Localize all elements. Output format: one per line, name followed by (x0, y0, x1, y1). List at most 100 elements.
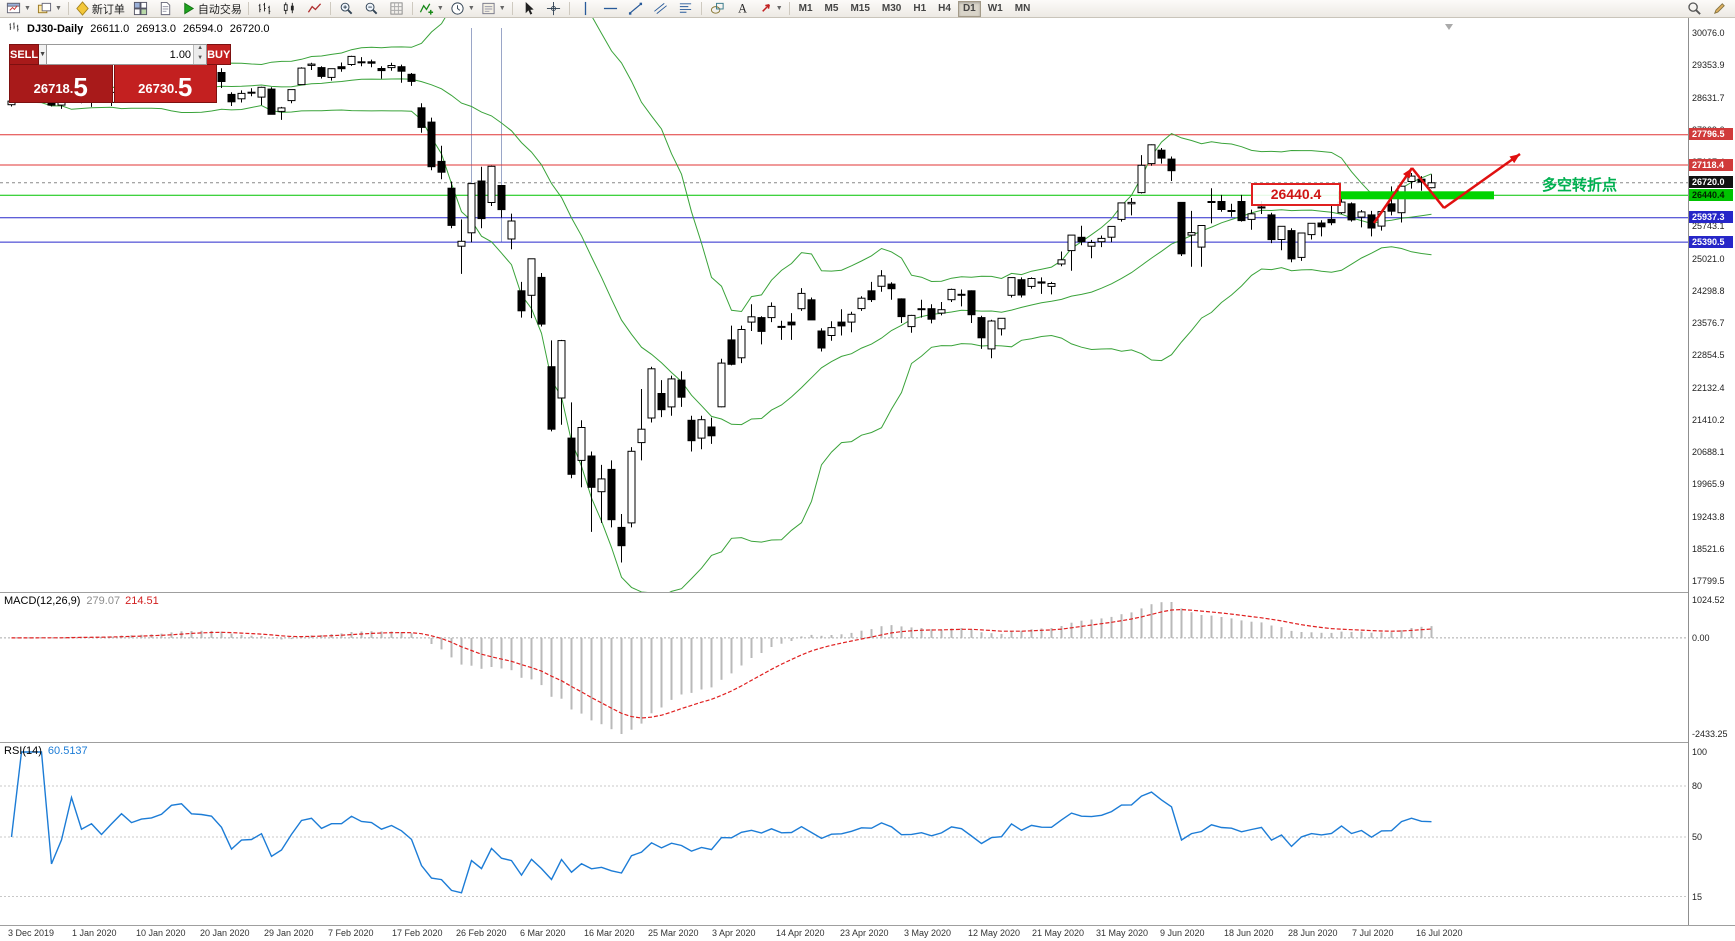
zoom-out-icon[interactable] (359, 0, 384, 18)
turning-point-label: 多空转折点 (1542, 177, 1618, 194)
date-label: 25 Mar 2020 (648, 928, 699, 938)
price-axis-label: 22132.4 (1692, 382, 1725, 393)
volume-dropdown[interactable]: ▼ (39, 44, 48, 65)
channel-icon[interactable] (648, 0, 673, 18)
rsi-indicator-label: RSI(14) 60.5137 (4, 745, 88, 757)
volume-spinner[interactable]: ▲ ▼ (193, 45, 207, 64)
rsi-axis-label: 100 (1692, 747, 1708, 757)
cursor-icon[interactable] (516, 0, 541, 18)
navigator-icon[interactable] (153, 0, 178, 18)
line-chart-icon[interactable] (302, 0, 327, 18)
fibonacci-icon[interactable] (673, 0, 698, 18)
vertical-line-icon[interactable] (573, 0, 598, 18)
grid-icon[interactable] (384, 0, 409, 18)
timeframe-M1[interactable]: M1 (798, 2, 813, 14)
date-label: 3 May 2020 (904, 928, 952, 938)
market-watch-icon[interactable] (128, 0, 153, 18)
price-axis-label: 28631.7 (1692, 92, 1725, 103)
crosshair-icon[interactable] (541, 0, 566, 18)
templates-icon[interactable]: ▼ (478, 0, 509, 18)
price-level-tag: 27118.4 (1689, 158, 1733, 171)
price-axis-label: 25743.1 (1692, 221, 1725, 232)
one-click-trade-panel: SELL ▼ ▲▼ BUY 26718.5 26730.5 (9, 44, 232, 103)
trendline-icon[interactable] (623, 0, 648, 18)
main-chart[interactable] (0, 18, 1688, 592)
buy-price: 26730. (138, 81, 178, 96)
buy-button[interactable]: BUY (207, 44, 232, 65)
toolbar-separator (67, 2, 69, 15)
rsi-axis-label: 15 (1692, 891, 1703, 902)
date-label: 23 Apr 2020 (840, 928, 889, 938)
periods-icon[interactable]: ▼ (447, 0, 478, 18)
zoom-in-icon[interactable] (334, 0, 359, 18)
panel-separator (0, 925, 1735, 926)
new-chart-icon[interactable]: ▼ (3, 0, 34, 18)
timeframe-H4[interactable]: H4 (938, 2, 951, 14)
macd-panel[interactable] (0, 592, 1688, 742)
price-level-tag: 26720.0 (1689, 176, 1733, 189)
price-level-tag: 27796.5 (1689, 128, 1733, 141)
date-label: 28 Jun 2020 (1288, 928, 1338, 938)
macd-signal-line (11, 608, 1432, 719)
date-label: 17 Feb 2020 (392, 928, 443, 938)
price-axis-label: 19243.8 (1692, 511, 1725, 522)
shapes-icon[interactable] (705, 0, 730, 18)
buy-price-button[interactable]: 26730. 5 (113, 65, 217, 103)
sell-button[interactable]: SELL (9, 44, 40, 65)
search-icon[interactable] (1682, 0, 1707, 18)
price-level-tag: 26440.4 (1689, 188, 1733, 201)
quick-edit-icon[interactable] (1707, 0, 1732, 18)
symbol-name: DJ30-Daily (27, 22, 84, 35)
bollinger-lower (11, 100, 1432, 592)
bar-chart-icon[interactable] (252, 0, 277, 18)
price-axis-label: 25021.0 (1692, 253, 1725, 264)
price-axis-label: 29353.9 (1692, 60, 1725, 71)
new-order-button[interactable]: 新订单 (72, 0, 128, 18)
symbol-icon (8, 21, 20, 36)
timeframe-D1[interactable]: D1 (957, 0, 981, 17)
price-axis-label: 17799.5 (1692, 576, 1725, 586)
date-label: 20 Jan 2020 (200, 928, 250, 938)
macd-indicator-label: MACD(12,26,9) 279.07 214.51 (4, 595, 159, 607)
toolbar-separator (329, 2, 331, 15)
timeframe-M30[interactable]: M30 (881, 2, 902, 14)
date-label: 29 Jan 2020 (264, 928, 314, 938)
rsi-panel[interactable] (0, 742, 1688, 925)
date-label: 21 May 2020 (1032, 928, 1085, 938)
timeframe-H1[interactable]: H1 (913, 2, 927, 14)
price-axis[interactable]: 1024.52 0.00 -2433.25 30076.0 29353.9 2863… (1689, 18, 1735, 925)
projection-arrow (1443, 152, 1521, 210)
arrows-icon[interactable]: ▼ (755, 0, 786, 18)
volume-input[interactable] (47, 45, 194, 64)
date-label: 7 Jul 2020 (1352, 928, 1394, 938)
ohlc-values: 26611.0 26913.0 26594.0 26720.0 (90, 23, 276, 35)
panel-separator[interactable] (0, 592, 1735, 593)
date-label: 3 Dec 2019 (8, 928, 55, 938)
timeframe-M5[interactable]: M5 (824, 2, 839, 14)
horizontal-line-icon[interactable] (598, 0, 623, 18)
toolbar: ▼ ▼ 新订单 自动交易 ▼ ▼ ▼ A ▼ M1 M5 M15 M30 H1 H4 D1 W1 MN (0, 0, 1735, 18)
axis-border (1688, 18, 1689, 925)
timeframe-MN[interactable]: MN (1014, 2, 1031, 14)
date-label: 12 May 2020 (968, 928, 1021, 938)
price-level-tag: 25390.5 (1689, 235, 1733, 248)
chart-window: DJ30-Daily 26611.0 26913.0 26594.0 26720.0 … (0, 18, 1735, 941)
macd-axis-label: 1024.52 (1692, 595, 1725, 605)
rsi-axis-label: 50 (1692, 832, 1703, 842)
candlestick-chart-icon[interactable] (277, 0, 302, 18)
price-axis-label: 21410.2 (1692, 414, 1725, 425)
price-axis-label: 23576.7 (1692, 318, 1725, 329)
timeframe-M15[interactable]: M15 (850, 2, 870, 14)
timeframe-W1[interactable]: W1 (987, 2, 1003, 14)
sell-price-button[interactable]: 26718. 5 (9, 65, 113, 103)
time-axis[interactable]: 3 Dec 2019 1 Jan 2020 10 Jan 2020 20 Jan 20… (0, 926, 1688, 941)
profiles-icon[interactable]: ▼ (34, 0, 65, 18)
svg-text:A: A (738, 2, 747, 16)
autotrading-button[interactable]: 自动交易 (178, 0, 245, 18)
indicators-icon[interactable]: ▼ (416, 0, 447, 18)
text-label-icon[interactable]: A (730, 0, 755, 18)
toolbar-separator (568, 2, 570, 15)
open-value: 26611.0 (90, 22, 130, 35)
panel-separator[interactable] (0, 742, 1735, 743)
rsi-axis-label: 80 (1692, 781, 1703, 791)
